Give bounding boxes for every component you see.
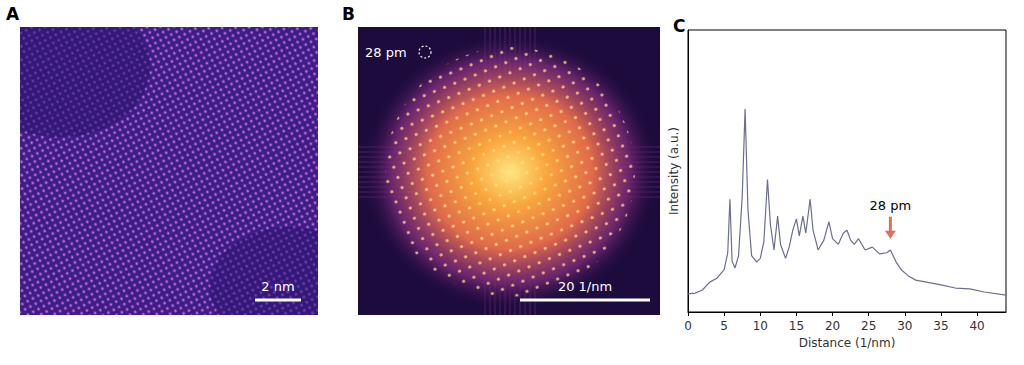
svg-text:20: 20 (825, 319, 840, 333)
svg-text:Distance (1/nm): Distance (1/nm) (799, 336, 896, 350)
svg-text:Intensity (a.u.): Intensity (a.u.) (667, 127, 681, 215)
svg-text:20 1/nm: 20 1/nm (558, 279, 612, 294)
svg-text:15: 15 (789, 319, 804, 333)
svg-text:35: 35 (933, 319, 948, 333)
svg-text:5: 5 (720, 319, 728, 333)
svg-text:10: 10 (753, 319, 768, 333)
svg-text:2 nm: 2 nm (261, 279, 294, 294)
svg-text:0: 0 (684, 319, 692, 333)
svg-text:40: 40 (969, 319, 984, 333)
svg-text:30: 30 (897, 319, 912, 333)
svg-text:C: C (673, 16, 685, 36)
svg-text:B: B (342, 4, 355, 24)
svg-text:25: 25 (861, 319, 876, 333)
svg-text:28 pm: 28 pm (365, 45, 407, 60)
svg-text:28 pm: 28 pm (870, 198, 912, 213)
svg-text:A: A (6, 4, 20, 24)
